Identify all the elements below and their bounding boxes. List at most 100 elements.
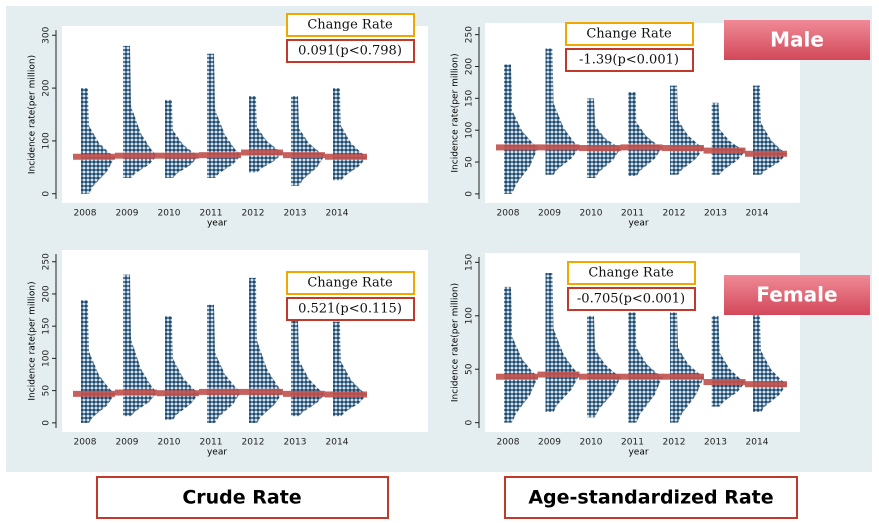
- dot-strip: [670, 312, 704, 423]
- median-bar: [73, 390, 115, 397]
- annotation-title-box: [565, 22, 694, 46]
- dot-strip: [123, 274, 157, 417]
- x-tick-label: 2010: [158, 438, 181, 448]
- median-bar: [325, 391, 367, 398]
- median-bar: [745, 150, 787, 157]
- median-bar: [662, 373, 704, 380]
- median-bar: [703, 379, 746, 386]
- x-tick-label: 2011: [621, 438, 644, 448]
- x-tick-label: 2009: [116, 209, 139, 219]
- annotation-value-box: [565, 48, 694, 72]
- row-label: Female: [756, 283, 837, 307]
- row-label-box: [724, 275, 870, 315]
- y-tick-label: 250: [465, 26, 475, 43]
- x-tick-label: 2008: [74, 438, 97, 448]
- x-axis-label: year: [207, 448, 227, 458]
- x-tick-label: 2011: [200, 438, 223, 448]
- dot-strip: [504, 64, 538, 194]
- y-tick-label: 200: [465, 58, 475, 75]
- x-axis-label: year: [628, 219, 648, 229]
- median-bar: [199, 388, 241, 395]
- x-tick-label: 2009: [116, 438, 139, 448]
- y-tick-label: 200: [42, 285, 52, 302]
- y-tick-label: 0: [465, 420, 475, 426]
- annotation-title: Change Rate: [588, 266, 674, 281]
- y-tick-label: 150: [465, 89, 475, 106]
- column-label-box: [504, 476, 798, 519]
- x-tick-label: 2014: [326, 209, 349, 219]
- x-tick-label: 2013: [704, 209, 727, 219]
- y-tick-label: 0: [465, 191, 475, 197]
- x-tick-label: 2014: [326, 438, 349, 448]
- median-bar: [579, 373, 621, 380]
- x-tick-label: 2009: [538, 209, 561, 219]
- dot-strip: [81, 88, 115, 194]
- median-bar: [579, 145, 621, 152]
- median-bar: [620, 144, 663, 151]
- dot-strip: [123, 45, 157, 178]
- x-tick-label: 2008: [497, 438, 520, 448]
- row-label: Male: [770, 28, 824, 52]
- y-axis-label: Incidence rate(per million): [28, 55, 38, 174]
- y-tick-label: 250: [42, 253, 52, 270]
- row-label-box: [724, 20, 870, 60]
- median-bar: [157, 152, 199, 159]
- median-bar: [620, 373, 663, 380]
- median-bar: [115, 152, 157, 159]
- median-bar: [325, 153, 367, 160]
- y-tick-label: 100: [42, 132, 52, 149]
- x-tick-label: 2012: [663, 209, 686, 219]
- x-tick-label: 2011: [200, 209, 223, 219]
- dot-strip: [628, 312, 663, 423]
- annotation-value-box: [286, 297, 415, 321]
- y-tick-label: 150: [42, 317, 52, 334]
- median-bar: [199, 152, 241, 159]
- x-tick-label: 2010: [580, 438, 603, 448]
- median-bar: [745, 381, 787, 388]
- annotation-title: Change Rate: [586, 27, 672, 42]
- x-tick-label: 2013: [284, 438, 307, 448]
- annotation-title-box: [567, 261, 696, 285]
- dot-strip: [207, 53, 241, 178]
- annotation-title: Change Rate: [307, 276, 393, 291]
- y-tick-label: 0: [42, 420, 52, 426]
- annotation-value: -0.705(p<0.001): [577, 292, 685, 307]
- y-tick-label: 100: [42, 350, 52, 367]
- x-tick-label: 2013: [284, 209, 307, 219]
- x-tick-label: 2014: [746, 209, 769, 219]
- y-tick-label: 50: [465, 156, 475, 168]
- y-tick-label: 0: [42, 191, 52, 197]
- y-tick-label: 50: [465, 363, 475, 375]
- annotation-value-box: [567, 287, 696, 311]
- dot-strip: [504, 286, 538, 423]
- x-axis-label: year: [628, 448, 648, 458]
- dot-strip: [711, 102, 746, 175]
- x-tick-label: 2008: [74, 209, 97, 219]
- annotation-value: 0.521(p<0.115): [298, 302, 402, 317]
- column-label: Age-standardized Rate: [528, 487, 773, 509]
- column-label-box: [96, 476, 389, 519]
- median-bar: [115, 389, 157, 396]
- x-tick-label: 2009: [538, 438, 561, 448]
- median-bar: [537, 144, 580, 151]
- x-tick-label: 2012: [663, 438, 686, 448]
- y-tick-label: 150: [465, 253, 475, 270]
- annotation-value: -1.39(p<0.001): [579, 53, 679, 68]
- median-bar: [662, 145, 704, 152]
- dot-strip: [249, 277, 283, 423]
- x-tick-label: 2010: [158, 209, 181, 219]
- median-bar: [73, 153, 115, 160]
- x-tick-label: 2012: [242, 438, 265, 448]
- y-tick-label: 100: [465, 121, 475, 138]
- median-bar: [703, 147, 746, 154]
- median-bar: [283, 390, 325, 397]
- dot-strip: [628, 91, 663, 177]
- x-tick-label: 2010: [580, 209, 603, 219]
- x-tick-label: 2014: [746, 438, 769, 448]
- x-tick-label: 2011: [621, 209, 644, 219]
- median-bar: [157, 390, 199, 397]
- y-axis-label: Incidence rate(per million): [451, 53, 461, 172]
- annotation-title: Change Rate: [307, 18, 393, 33]
- y-tick-label: 300: [42, 26, 52, 43]
